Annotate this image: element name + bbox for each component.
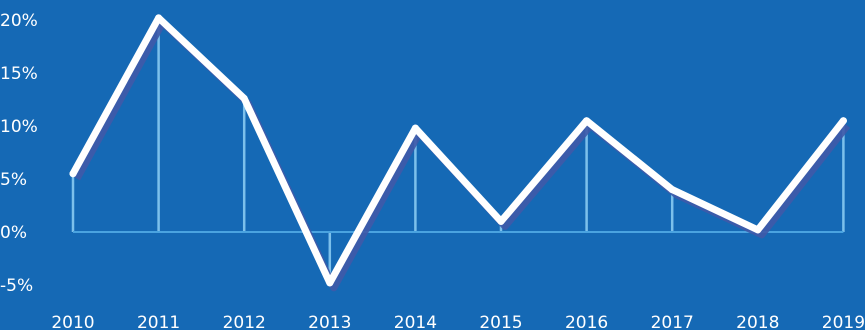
- series-line: [69, 14, 847, 287]
- data-point-2011: [155, 14, 163, 22]
- y-tick-label: 10%: [0, 117, 38, 137]
- data-point-2019: [839, 117, 847, 125]
- y-axis-tick-labels: 20% 15% 10% 5% 0% -5%: [0, 11, 38, 296]
- y-tick-label: -5%: [0, 276, 33, 296]
- x-tick-label: 2018: [736, 313, 779, 330]
- series-line-shadow: [73, 19, 851, 292]
- x-tick-label: 2019: [822, 313, 865, 330]
- data-point-2017: [668, 186, 676, 194]
- data-point-2016: [583, 117, 591, 125]
- x-tick-label: 2017: [651, 313, 694, 330]
- x-tick-label: 2010: [51, 313, 94, 330]
- data-point-2012: [240, 94, 248, 102]
- data-point-2014: [411, 124, 419, 132]
- x-tick-label: 2016: [565, 313, 608, 330]
- data-point-2010: [69, 170, 77, 178]
- y-tick-label: 15%: [0, 64, 38, 84]
- x-tick-label: 2015: [479, 313, 522, 330]
- y-tick-label: 0%: [0, 223, 27, 243]
- drop-lines: [71, 17, 845, 283]
- x-tick-label: 2011: [137, 313, 180, 330]
- x-tick-label: 2012: [223, 313, 266, 330]
- x-axis-tick-labels: 2010 2011 2012 2013 2014 2015 2016 2017 2018 2019: [51, 313, 865, 330]
- data-point-2015: [497, 217, 505, 225]
- y-tick-label: 20%: [0, 11, 38, 31]
- y-tick-label: 5%: [0, 170, 27, 190]
- data-points: [69, 14, 847, 287]
- data-point-2013: [326, 279, 334, 287]
- x-tick-label: 2013: [308, 313, 351, 330]
- x-tick-label: 2014: [394, 313, 437, 330]
- data-point-2018: [754, 226, 762, 234]
